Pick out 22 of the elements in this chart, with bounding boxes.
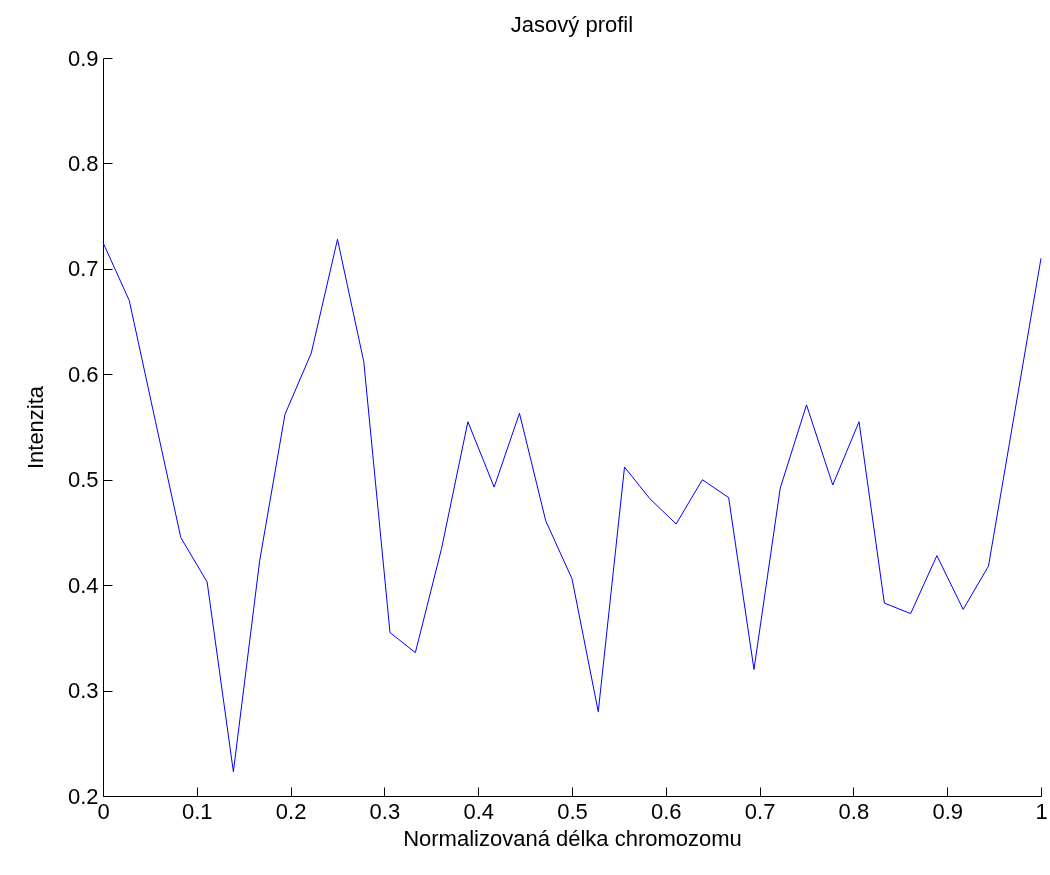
x-tick-label: 0.9	[932, 798, 963, 824]
y-tick-label: 0.4	[67, 572, 99, 598]
x-tick-label: 0.8	[838, 798, 870, 824]
chart-title: Jasový profil	[510, 12, 634, 37]
x-tick-label: 0.2	[275, 798, 307, 824]
x-tick-label: 0.6	[651, 798, 682, 824]
x-axis-title: Normalizovaná délka chromozomu	[403, 825, 742, 851]
x-tick-label: 0.5	[557, 798, 588, 824]
y-tick-label: 0.6	[67, 361, 99, 387]
x-tick-label: 1	[1035, 798, 1048, 824]
y-tick-label: 0.3	[67, 678, 99, 704]
line-series	[102, 238, 1042, 773]
y-tick-label: 0.9	[67, 45, 99, 71]
x-tick-label: 0.3	[369, 798, 401, 824]
x-tick-label: 0.1	[182, 798, 213, 824]
x-tick-label: 0	[97, 798, 110, 824]
y-axis-title: Intenzita	[22, 385, 48, 470]
y-tick-label: 0.5	[67, 467, 99, 493]
y-tick-label: 0.7	[67, 256, 99, 282]
y-tick-label: 0.8	[67, 150, 99, 176]
x-tick-label: 0.7	[744, 798, 776, 824]
x-tick-label: 0.4	[463, 798, 494, 824]
